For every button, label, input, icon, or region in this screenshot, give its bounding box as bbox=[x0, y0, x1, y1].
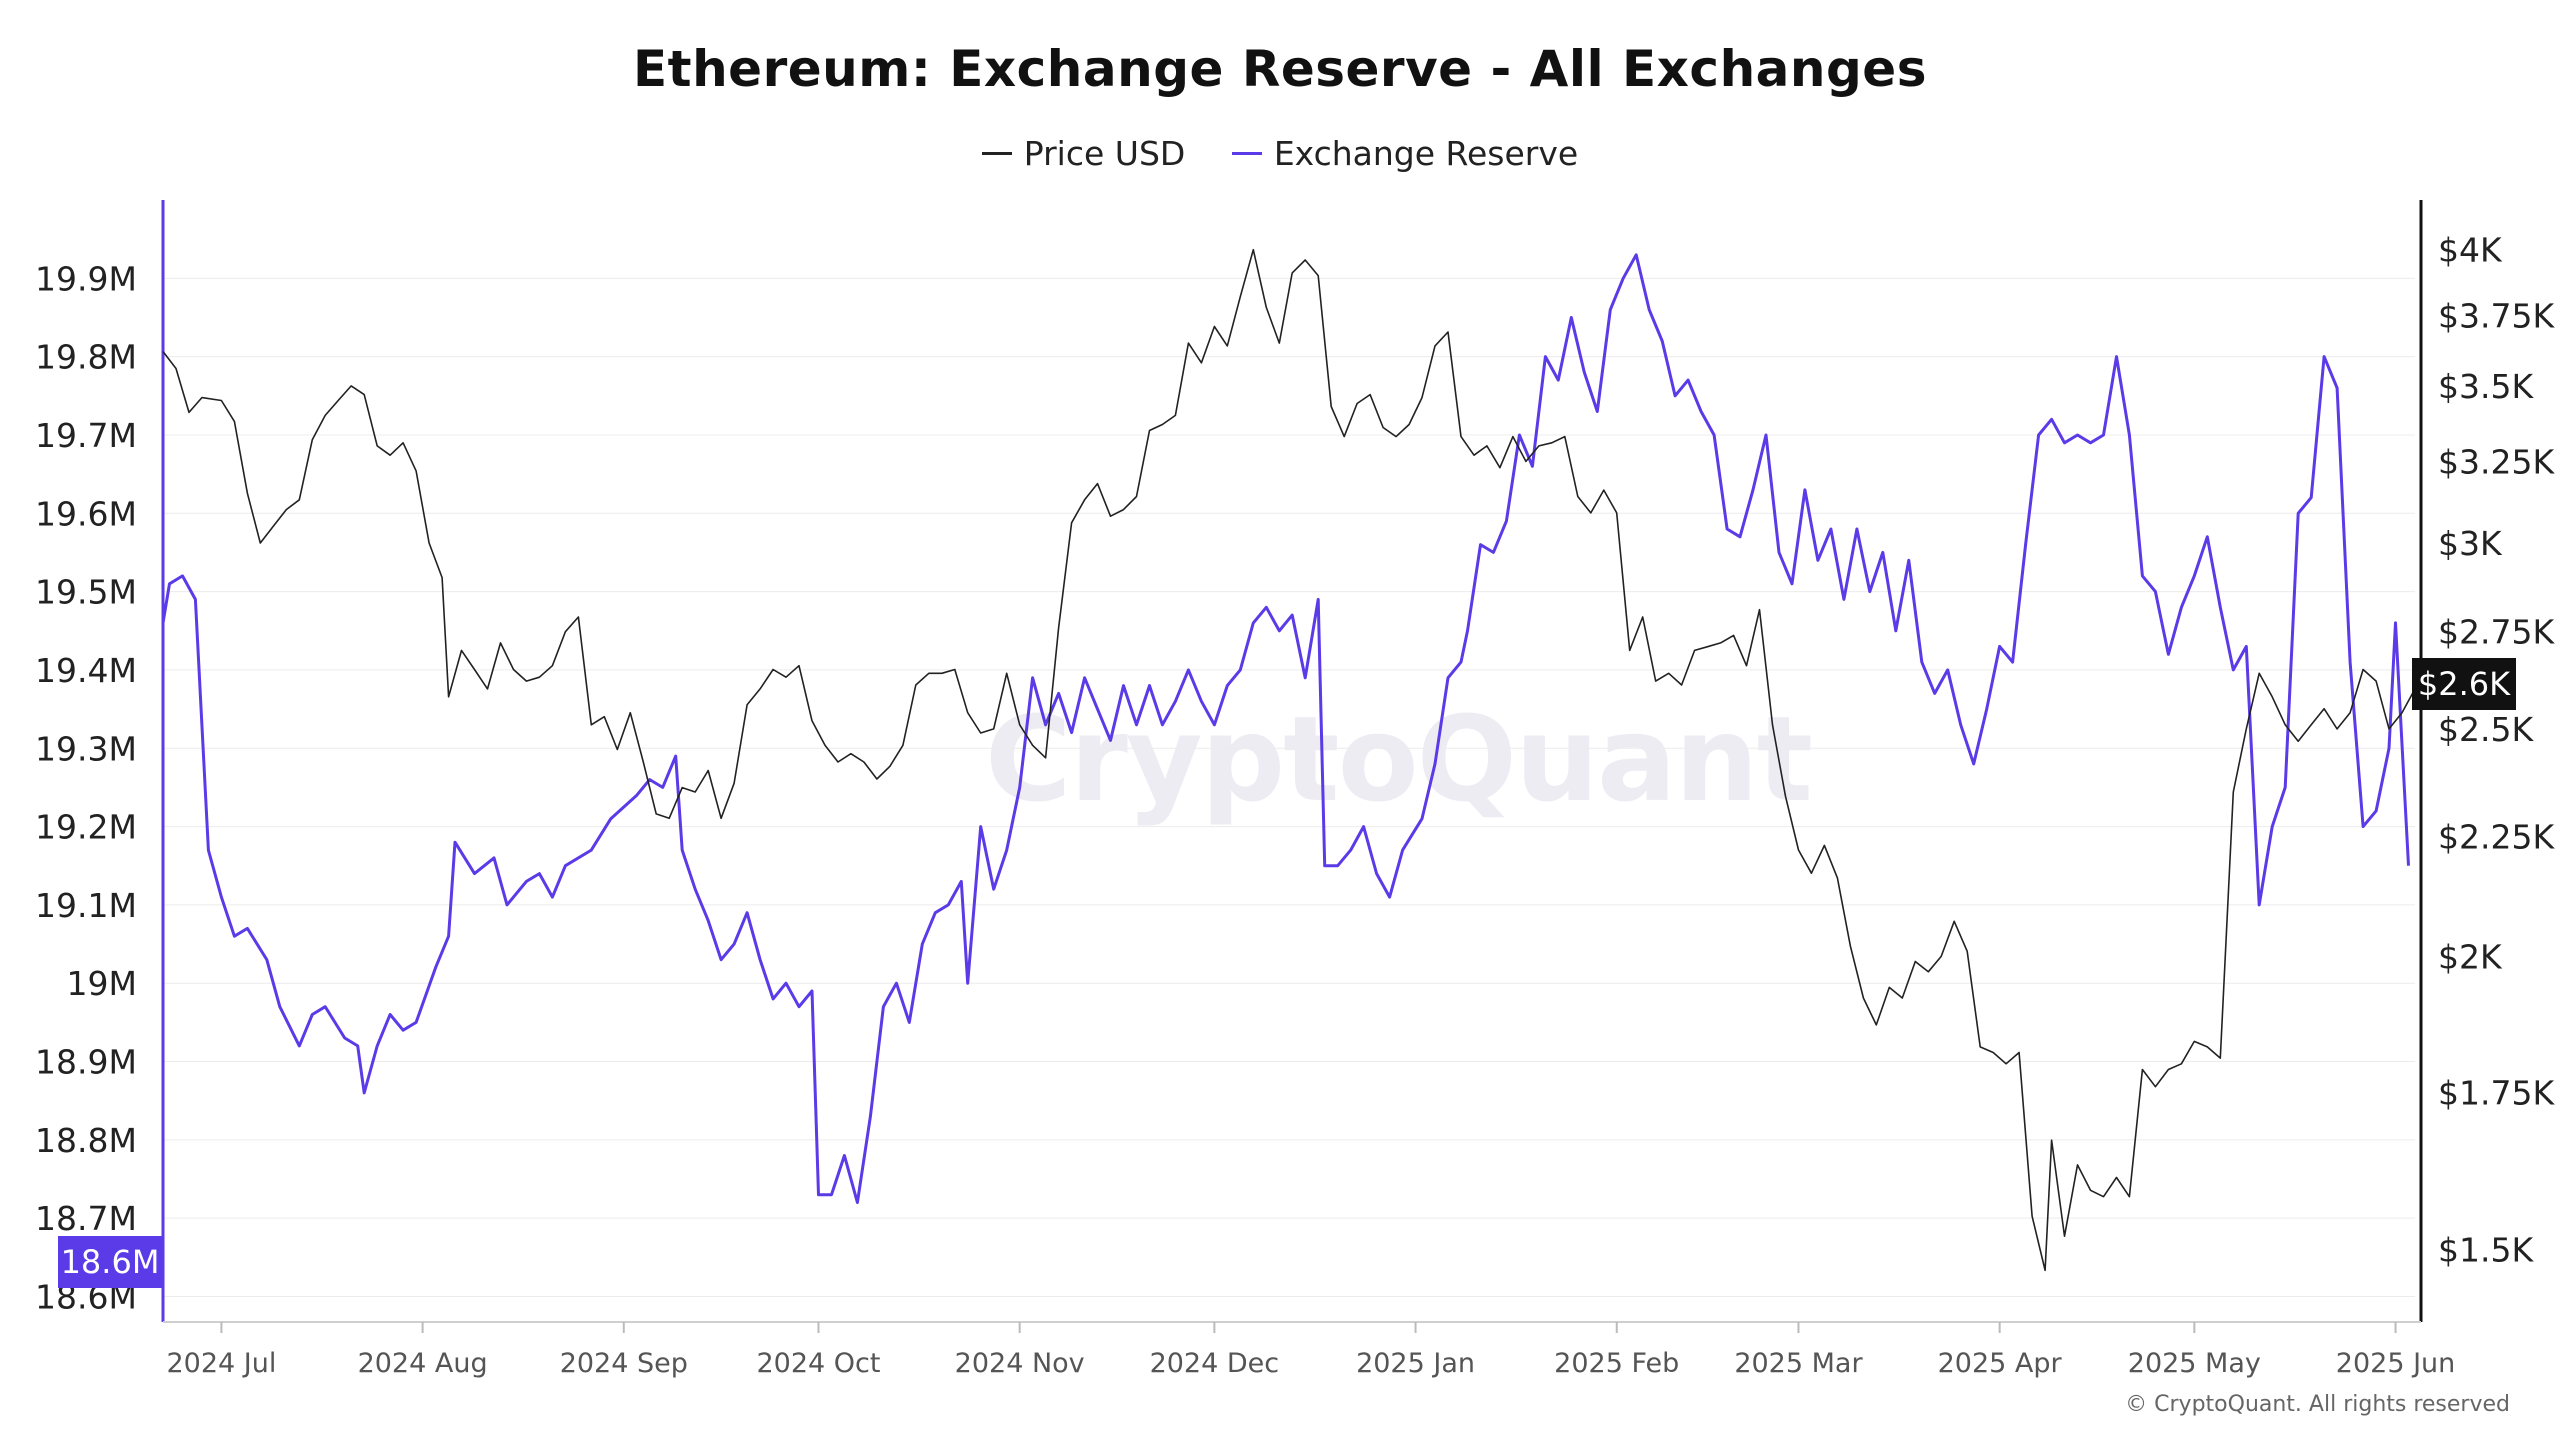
left-tick-label: 19.5M bbox=[35, 573, 137, 612]
left-tick-label: 19.4M bbox=[35, 651, 137, 690]
right-tick-label: $1.5K bbox=[2438, 1231, 2534, 1270]
grid-lines bbox=[163, 277, 2415, 1298]
x-tick-label: 2024 Oct bbox=[756, 1348, 880, 1379]
x-tick-label: 2024 Nov bbox=[955, 1348, 1085, 1379]
left-tick-label: 19.6M bbox=[35, 494, 137, 533]
x-tick-label: 2024 Jul bbox=[166, 1348, 276, 1379]
x-tick-label: 2025 Jun bbox=[2336, 1348, 2455, 1379]
x-tick-label: 2025 Feb bbox=[1554, 1348, 1679, 1379]
right-tick-label: $3K bbox=[2438, 524, 2503, 563]
legend-label-reserve: Exchange Reserve bbox=[1273, 134, 1579, 173]
left-tick-label: 19.7M bbox=[35, 416, 137, 455]
chart-legend: Price USD Exchange Reserve bbox=[0, 124, 2560, 173]
chart-title: Ethereum: Exchange Reserve - All Exchang… bbox=[633, 40, 1927, 98]
x-tick-label: 2025 Jan bbox=[1356, 1348, 1475, 1379]
left-tick-label: 19.2M bbox=[35, 808, 137, 847]
right-tick-label: $2.25K bbox=[2438, 817, 2555, 856]
right-tick-label: $2.5K bbox=[2438, 710, 2534, 749]
right-tick-label: $2.75K bbox=[2438, 613, 2555, 652]
left-tick-label: 18.8M bbox=[35, 1121, 137, 1160]
price-badge-label: $2.6K bbox=[2418, 665, 2511, 703]
price-current-badge: $2.6K bbox=[2412, 658, 2516, 710]
left-tick-label: 19M bbox=[67, 964, 137, 1003]
left-tick-label: 19.9M bbox=[35, 259, 137, 298]
x-tick-label: 2025 Apr bbox=[1938, 1348, 2063, 1379]
legend-label-price: Price USD bbox=[1023, 134, 1186, 173]
reserve-current-badge: 18.6M bbox=[58, 1236, 162, 1288]
left-axis: 19.9M 19.8M 19.7M 19.6M 19.5M 19.4M 19.3M 19.2M… bbox=[35, 200, 165, 1322]
current-value-badges: 18.6M $2.6K bbox=[58, 658, 2516, 1288]
price-badge-bg bbox=[2412, 658, 2516, 710]
exchange-reserve-line bbox=[161, 253, 2410, 1204]
right-tick-label: $4K bbox=[2438, 231, 2503, 270]
legend-swatch-reserve bbox=[1231, 152, 1262, 155]
right-tick-label: $1.75K bbox=[2438, 1074, 2555, 1113]
series-group bbox=[161, 248, 2416, 1272]
right-axis: $4K $3.75K $3.5K $3.25K $3K $2.75K $2.5K $2.25K… bbox=[2419, 200, 2555, 1322]
left-tick-label: 18.9M bbox=[35, 1043, 137, 1082]
reserve-badge-bg bbox=[58, 1236, 162, 1288]
copyright-text: © CryptoQuant. All rights reserved bbox=[2125, 1392, 2510, 1417]
x-tick-label: 2024 Sep bbox=[560, 1348, 688, 1379]
legend-item-price[interactable]: Price USD bbox=[981, 134, 1186, 173]
right-tick-label: $3.5K bbox=[2438, 367, 2534, 406]
right-tick-label: $3.75K bbox=[2438, 297, 2555, 336]
left-tick-label: 19.8M bbox=[35, 338, 137, 377]
left-tick-label: 18.7M bbox=[35, 1199, 137, 1238]
watermark-text: CryptoQuant bbox=[985, 690, 1813, 828]
left-tick-label: 19.3M bbox=[35, 729, 137, 768]
x-tick-label: 2024 Aug bbox=[358, 1348, 488, 1379]
x-tick-label: 2025 Mar bbox=[1734, 1348, 1863, 1379]
right-tick-label: $2K bbox=[2438, 937, 2503, 976]
price-usd-line bbox=[162, 248, 2416, 1272]
right-tick-label: $3.25K bbox=[2438, 442, 2555, 481]
x-tick-label: 2025 May bbox=[2128, 1348, 2261, 1379]
reserve-badge-label: 18.6M bbox=[61, 1243, 160, 1281]
x-axis: 2024 Jul 2024 Aug 2024 Sep 2024 Oct 2024 Nov… bbox=[163, 1321, 2455, 1379]
left-tick-label: 19.1M bbox=[35, 886, 137, 925]
legend-swatch-price bbox=[981, 152, 1012, 155]
x-tick-label: 2024 Dec bbox=[1150, 1348, 1280, 1379]
legend-item-reserve[interactable]: Exchange Reserve bbox=[1231, 134, 1579, 173]
